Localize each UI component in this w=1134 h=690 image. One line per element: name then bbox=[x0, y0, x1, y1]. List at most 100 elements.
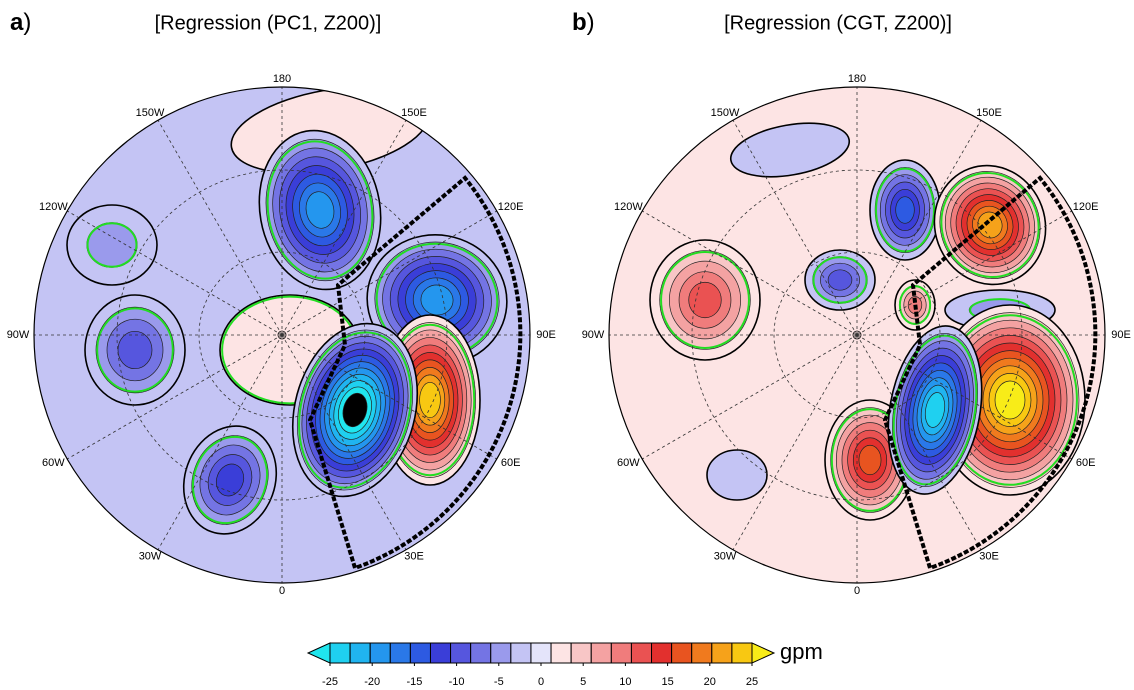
colorbar-tick-label: -10 bbox=[449, 676, 465, 688]
latitude-line bbox=[198, 251, 366, 419]
contour-fill bbox=[688, 281, 722, 319]
longitude-label: 120E bbox=[1073, 201, 1099, 213]
colorbar-tick-label: 15 bbox=[661, 676, 673, 688]
panel-paren: ) bbox=[587, 9, 595, 36]
colorbar-tick-label: 0 bbox=[538, 676, 544, 688]
region-box bbox=[882, 175, 1098, 570]
longitude-label: 150E bbox=[401, 107, 427, 119]
colorbar-box bbox=[329, 642, 351, 664]
panel-title: [Regression (PC1, Z200)] bbox=[155, 12, 382, 34]
meridian-line bbox=[856, 334, 1072, 460]
longitude-label: 30E bbox=[979, 551, 999, 563]
contour-fill bbox=[729, 122, 851, 178]
panel-label: b) bbox=[572, 9, 595, 36]
longitude-label: 60W bbox=[42, 457, 65, 469]
panel-paren: ) bbox=[23, 9, 31, 36]
contour-fill bbox=[977, 211, 1003, 239]
longitude-label: 90W bbox=[582, 329, 605, 341]
longitude-label: 120E bbox=[498, 201, 524, 213]
colorbar-box bbox=[450, 642, 472, 664]
meridian-line bbox=[157, 334, 283, 550]
contour-fill bbox=[858, 444, 882, 476]
colorbar-box bbox=[691, 642, 713, 664]
longitude-label: 60E bbox=[501, 457, 521, 469]
map-border bbox=[33, 86, 531, 584]
colorbar-tick-label: -15 bbox=[406, 676, 422, 688]
significance-contour bbox=[892, 334, 978, 486]
colorbar-box bbox=[630, 642, 653, 664]
region-box bbox=[307, 175, 523, 570]
panel-title: [Regression (CGT, Z200)] bbox=[724, 12, 952, 34]
contour-fill bbox=[994, 380, 1026, 420]
colorbar-box bbox=[389, 642, 411, 664]
colorbar-box bbox=[409, 642, 431, 664]
meridian-line bbox=[856, 210, 1072, 336]
map-panel bbox=[34, 87, 530, 583]
longitude-label: 60E bbox=[1076, 457, 1096, 469]
meridian-line bbox=[281, 210, 497, 336]
significance-contour bbox=[660, 251, 750, 349]
colorbar-box bbox=[550, 642, 572, 664]
colorbar-tick-label: 10 bbox=[619, 676, 631, 688]
longitude-label: 60W bbox=[617, 457, 640, 469]
longitude-label: 150W bbox=[136, 107, 165, 119]
contour-fill bbox=[305, 191, 335, 229]
longitude-label: 30W bbox=[139, 551, 162, 563]
map-panel bbox=[609, 87, 1105, 583]
meridian-line bbox=[642, 210, 858, 336]
contour-fill bbox=[924, 392, 946, 428]
significance-contour bbox=[192, 435, 268, 525]
meridian-line bbox=[281, 334, 497, 460]
significance-contour bbox=[940, 171, 1040, 279]
meridian-line bbox=[642, 334, 858, 460]
significance-contour bbox=[812, 256, 868, 304]
meridian-line bbox=[281, 120, 407, 336]
meridian-line bbox=[67, 334, 283, 460]
colorbar-high-triangle bbox=[751, 642, 776, 664]
colorbar-box bbox=[470, 642, 492, 664]
colorbar-box bbox=[429, 642, 452, 664]
colorbar-box bbox=[610, 642, 632, 664]
contour-fill bbox=[895, 196, 915, 224]
longitude-label: 150E bbox=[976, 107, 1002, 119]
colorbar-box bbox=[570, 642, 592, 664]
meridian-line bbox=[732, 120, 858, 336]
significance-contour bbox=[86, 222, 138, 268]
longitude-label: 120W bbox=[614, 201, 643, 213]
pole-marker bbox=[277, 330, 287, 340]
significance-contour bbox=[298, 331, 412, 489]
colorbar-box bbox=[651, 642, 673, 664]
longitude-label: 90E bbox=[1111, 329, 1131, 341]
latitude-line bbox=[773, 251, 941, 419]
meridian-line bbox=[67, 210, 283, 336]
significance-contour bbox=[266, 140, 374, 280]
panel-label: a) bbox=[10, 9, 31, 36]
colorbar-box bbox=[731, 642, 753, 664]
colorbar-unit: gpm bbox=[780, 639, 823, 664]
longitude-label: 180 bbox=[848, 73, 866, 85]
meridian-line bbox=[856, 120, 982, 336]
colorbar-box bbox=[349, 642, 371, 664]
longitude-label: 30W bbox=[714, 551, 737, 563]
map-border bbox=[608, 86, 1106, 584]
contour-fill bbox=[827, 269, 853, 291]
meridian-line bbox=[856, 334, 982, 550]
contour-fill bbox=[419, 381, 441, 419]
colorbar-tick-label: 20 bbox=[704, 676, 716, 688]
contour-fill bbox=[117, 330, 153, 370]
meridian-line bbox=[281, 334, 407, 550]
longitude-label: 180 bbox=[273, 73, 291, 85]
colorbar-box bbox=[490, 642, 512, 664]
meridian-line bbox=[732, 334, 858, 550]
panel-letter: a bbox=[10, 9, 24, 36]
longitude-label: 90W bbox=[7, 329, 30, 341]
colorbar-box bbox=[369, 642, 391, 664]
colorbar-low-triangle bbox=[306, 642, 331, 664]
longitude-label: 0 bbox=[854, 585, 860, 597]
pole-marker bbox=[852, 330, 862, 340]
meridian-line bbox=[157, 120, 283, 336]
significance-contour bbox=[96, 307, 174, 393]
contour-fill bbox=[706, 449, 768, 501]
colorbar-tick-label: -5 bbox=[494, 676, 504, 688]
